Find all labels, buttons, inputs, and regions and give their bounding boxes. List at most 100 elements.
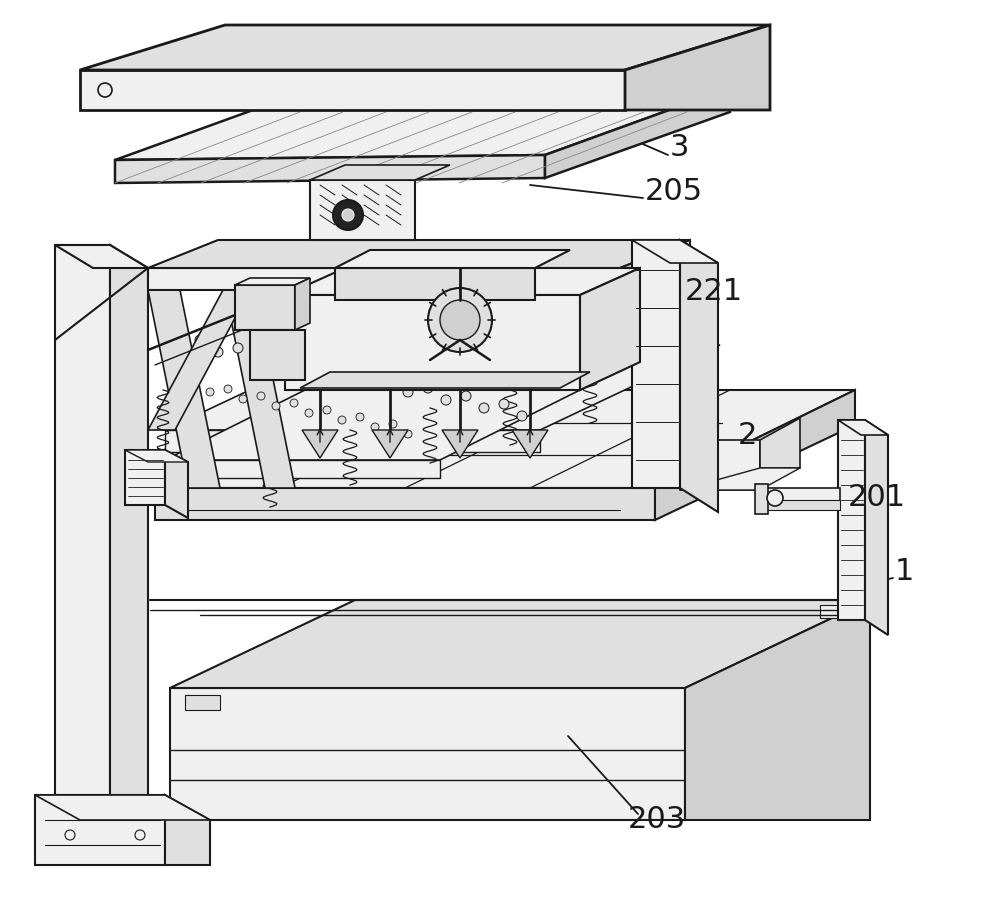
Circle shape (290, 399, 298, 407)
Polygon shape (35, 795, 165, 865)
Polygon shape (185, 695, 220, 710)
Polygon shape (165, 345, 720, 430)
Polygon shape (285, 268, 640, 295)
Polygon shape (850, 608, 865, 618)
Text: 221: 221 (685, 278, 743, 306)
Polygon shape (680, 468, 800, 490)
Polygon shape (372, 430, 408, 458)
Polygon shape (55, 245, 148, 268)
Circle shape (272, 402, 280, 410)
Circle shape (441, 395, 451, 405)
Circle shape (371, 423, 379, 431)
Polygon shape (148, 290, 250, 430)
Circle shape (338, 416, 346, 424)
Circle shape (257, 392, 265, 400)
Circle shape (517, 411, 527, 421)
Polygon shape (125, 450, 165, 505)
Text: 2: 2 (738, 421, 757, 450)
Circle shape (239, 395, 247, 403)
Circle shape (251, 355, 261, 365)
Circle shape (499, 399, 509, 409)
Circle shape (195, 335, 205, 345)
Circle shape (271, 351, 281, 361)
Circle shape (479, 403, 489, 413)
Circle shape (213, 347, 223, 357)
Polygon shape (685, 600, 870, 820)
Circle shape (342, 209, 354, 221)
Text: 1: 1 (895, 557, 914, 586)
Polygon shape (300, 372, 590, 388)
Circle shape (423, 383, 433, 393)
Polygon shape (838, 420, 888, 435)
Polygon shape (580, 268, 640, 390)
Polygon shape (155, 390, 855, 488)
Polygon shape (165, 460, 440, 478)
Polygon shape (302, 430, 338, 458)
Circle shape (135, 830, 145, 840)
Polygon shape (310, 180, 415, 240)
Polygon shape (165, 795, 210, 865)
Circle shape (428, 288, 492, 352)
Polygon shape (295, 278, 310, 330)
Polygon shape (148, 268, 620, 290)
Circle shape (385, 375, 395, 385)
Polygon shape (148, 240, 690, 268)
Polygon shape (620, 240, 690, 290)
Polygon shape (755, 484, 768, 514)
Polygon shape (820, 605, 850, 618)
Polygon shape (115, 88, 730, 160)
Text: 205: 205 (645, 177, 703, 207)
Polygon shape (838, 420, 865, 620)
Polygon shape (170, 600, 870, 688)
Polygon shape (760, 418, 800, 468)
Circle shape (289, 363, 299, 373)
Polygon shape (760, 500, 840, 510)
Polygon shape (865, 420, 888, 635)
Polygon shape (35, 795, 210, 820)
Text: 203: 203 (628, 806, 686, 834)
Polygon shape (760, 488, 840, 510)
Polygon shape (55, 340, 148, 363)
Polygon shape (310, 165, 450, 180)
Polygon shape (632, 240, 718, 263)
Polygon shape (110, 245, 148, 820)
Circle shape (767, 490, 783, 506)
Circle shape (65, 830, 75, 840)
Polygon shape (335, 250, 570, 268)
Polygon shape (165, 450, 188, 518)
Circle shape (191, 378, 199, 386)
Circle shape (305, 409, 313, 417)
Circle shape (323, 406, 331, 414)
Circle shape (333, 200, 363, 230)
Circle shape (389, 420, 397, 428)
Polygon shape (655, 390, 855, 520)
Circle shape (403, 387, 413, 397)
Polygon shape (148, 290, 220, 488)
Polygon shape (680, 440, 760, 490)
Circle shape (327, 371, 337, 381)
Polygon shape (335, 268, 535, 300)
Polygon shape (225, 290, 295, 488)
Circle shape (206, 388, 214, 396)
Text: 3: 3 (670, 134, 690, 162)
Circle shape (461, 391, 471, 401)
Polygon shape (235, 278, 310, 285)
Circle shape (233, 343, 243, 353)
Polygon shape (442, 430, 478, 458)
Polygon shape (632, 240, 680, 488)
Circle shape (347, 367, 357, 377)
Polygon shape (80, 70, 625, 110)
Polygon shape (545, 88, 730, 178)
Circle shape (404, 430, 412, 438)
Circle shape (98, 83, 112, 97)
Circle shape (440, 300, 480, 340)
Polygon shape (235, 285, 295, 330)
Polygon shape (285, 295, 580, 390)
Circle shape (224, 385, 232, 393)
Circle shape (356, 413, 364, 421)
Polygon shape (170, 688, 685, 820)
Polygon shape (680, 240, 718, 512)
Polygon shape (165, 430, 540, 452)
Circle shape (365, 379, 375, 389)
Polygon shape (625, 25, 770, 110)
